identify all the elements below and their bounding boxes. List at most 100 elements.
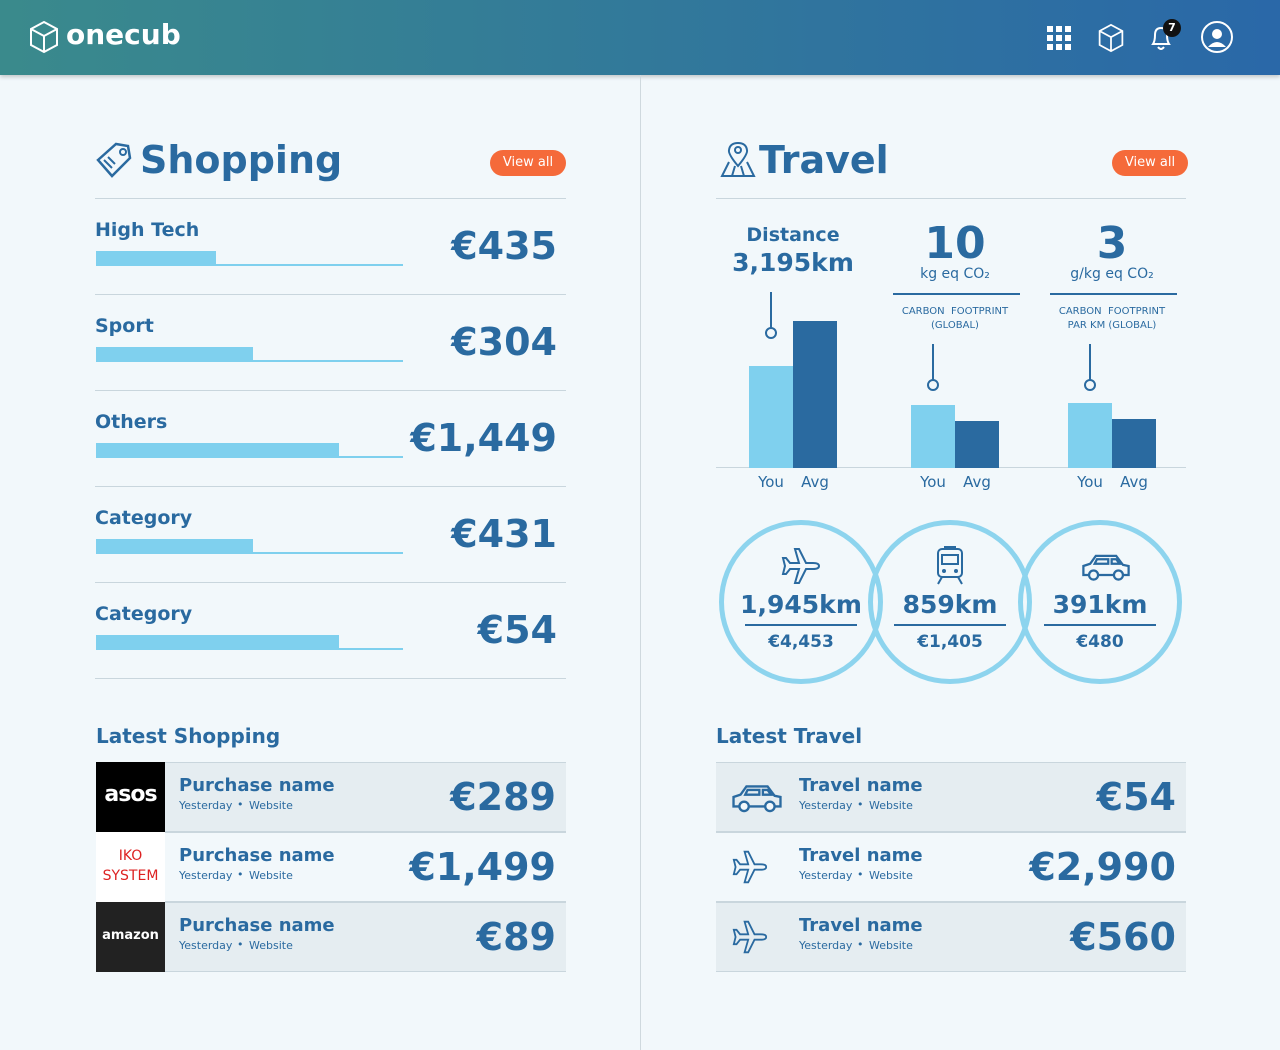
bar [96, 443, 339, 457]
merchant-logo: IKO SYSTEM [96, 832, 165, 902]
item-date: Yesterday [799, 799, 853, 812]
item-amount: €2,990 [1029, 845, 1176, 889]
bar [955, 421, 999, 468]
stat-caption: PAR KM (GLOBAL) [1067, 320, 1157, 331]
bar-label: Avg [1120, 473, 1148, 491]
bar [96, 251, 216, 265]
view-all-button[interactable]: View all [490, 150, 566, 176]
subsection-title: Latest Shopping [96, 724, 281, 748]
cube-icon[interactable] [1097, 23, 1125, 53]
logo-text: amazon [96, 902, 165, 972]
mode-rule [894, 624, 1006, 626]
logo-text: IKO SYSTEM [96, 832, 165, 902]
bar-track [96, 360, 403, 362]
stat-unit: kg eq CO₂ [920, 266, 990, 282]
travel-icon [730, 849, 770, 889]
item-name: Purchase name [179, 845, 335, 866]
item-name: Travel name [799, 845, 923, 866]
divider [640, 75, 641, 1050]
brand: onecub [66, 18, 181, 51]
pin-line [1089, 344, 1091, 380]
separator [716, 198, 1186, 199]
bar-track [96, 648, 403, 650]
map-icon [720, 141, 756, 177]
bar [793, 321, 837, 468]
mode-distance: 1,945km [740, 590, 862, 619]
bullet: • [237, 868, 244, 881]
tag-icon [96, 142, 132, 178]
bar [96, 635, 339, 649]
merchant-logo: amazon [96, 902, 165, 972]
separator [95, 198, 566, 199]
mode-rule [745, 624, 857, 626]
item-date: Yesterday [179, 939, 233, 952]
stat-caption: CARBON FOOTPRINT [901, 306, 1009, 317]
stat-value: 3,195km [732, 248, 854, 277]
list-row[interactable] [96, 902, 566, 972]
item-source: Website [869, 799, 913, 812]
section-title: Travel [759, 138, 889, 182]
list-row[interactable] [716, 762, 1186, 832]
item-source: Website [869, 939, 913, 952]
category-amount: €435 [451, 224, 557, 268]
travel-icon [730, 919, 770, 959]
separator [95, 390, 566, 391]
bullet: • [857, 938, 864, 951]
bullet: • [237, 938, 244, 951]
subsection-title: Latest Travel [716, 724, 863, 748]
bar-label: You [758, 473, 784, 491]
stat-rule [893, 293, 1020, 295]
bullet: • [857, 798, 864, 811]
pin-dot [1084, 379, 1096, 391]
item-source: Website [249, 869, 293, 882]
bar-label: Avg [801, 473, 829, 491]
category-amount: €1,449 [410, 416, 557, 460]
bar-track [96, 552, 403, 554]
bar [96, 347, 253, 361]
category-name: Category [95, 603, 193, 625]
category-amount: €54 [477, 608, 557, 652]
list-row[interactable] [96, 832, 566, 902]
bell-icon[interactable] [1148, 24, 1174, 52]
category-name: Others [95, 411, 168, 433]
mode-cost: €480 [1076, 632, 1124, 652]
list-row[interactable] [96, 762, 566, 832]
list-row[interactable] [716, 902, 1186, 972]
item-amount: €54 [1096, 775, 1176, 819]
travel-icon [730, 779, 784, 819]
pin-line [770, 292, 772, 328]
section-title: Shopping [140, 138, 343, 182]
bar-label: You [1077, 473, 1103, 491]
list-row[interactable] [716, 832, 1186, 902]
mode-cost: €4,453 [768, 632, 834, 652]
item-date: Yesterday [799, 869, 853, 882]
separator [95, 486, 566, 487]
apps-icon[interactable] [1047, 26, 1071, 50]
item-source: Website [869, 869, 913, 882]
separator [95, 582, 566, 583]
pin-dot [927, 379, 939, 391]
mode-distance: 859km [902, 590, 998, 619]
item-amount: €560 [1070, 915, 1176, 959]
view-all-button[interactable]: View all [1112, 150, 1188, 176]
pin-dot [765, 327, 777, 339]
mode-distance: 391km [1052, 590, 1148, 619]
stat-rule [1050, 293, 1177, 295]
logo-icon [30, 20, 58, 54]
mode-icon [1080, 546, 1132, 590]
separator [95, 678, 566, 679]
bar [749, 366, 793, 468]
item-amount: €1,499 [409, 845, 556, 889]
item-source: Website [249, 939, 293, 952]
avatar[interactable] [1200, 20, 1234, 54]
bar-label: You [920, 473, 946, 491]
mode-icon [930, 546, 970, 590]
stat-unit: g/kg eq CO₂ [1070, 266, 1154, 282]
category-name: Category [95, 507, 193, 529]
pin-line [932, 344, 934, 380]
mode-cost: €1,405 [917, 632, 983, 652]
category-name: High Tech [95, 219, 200, 241]
bullet: • [237, 798, 244, 811]
mode-rule [1044, 624, 1156, 626]
